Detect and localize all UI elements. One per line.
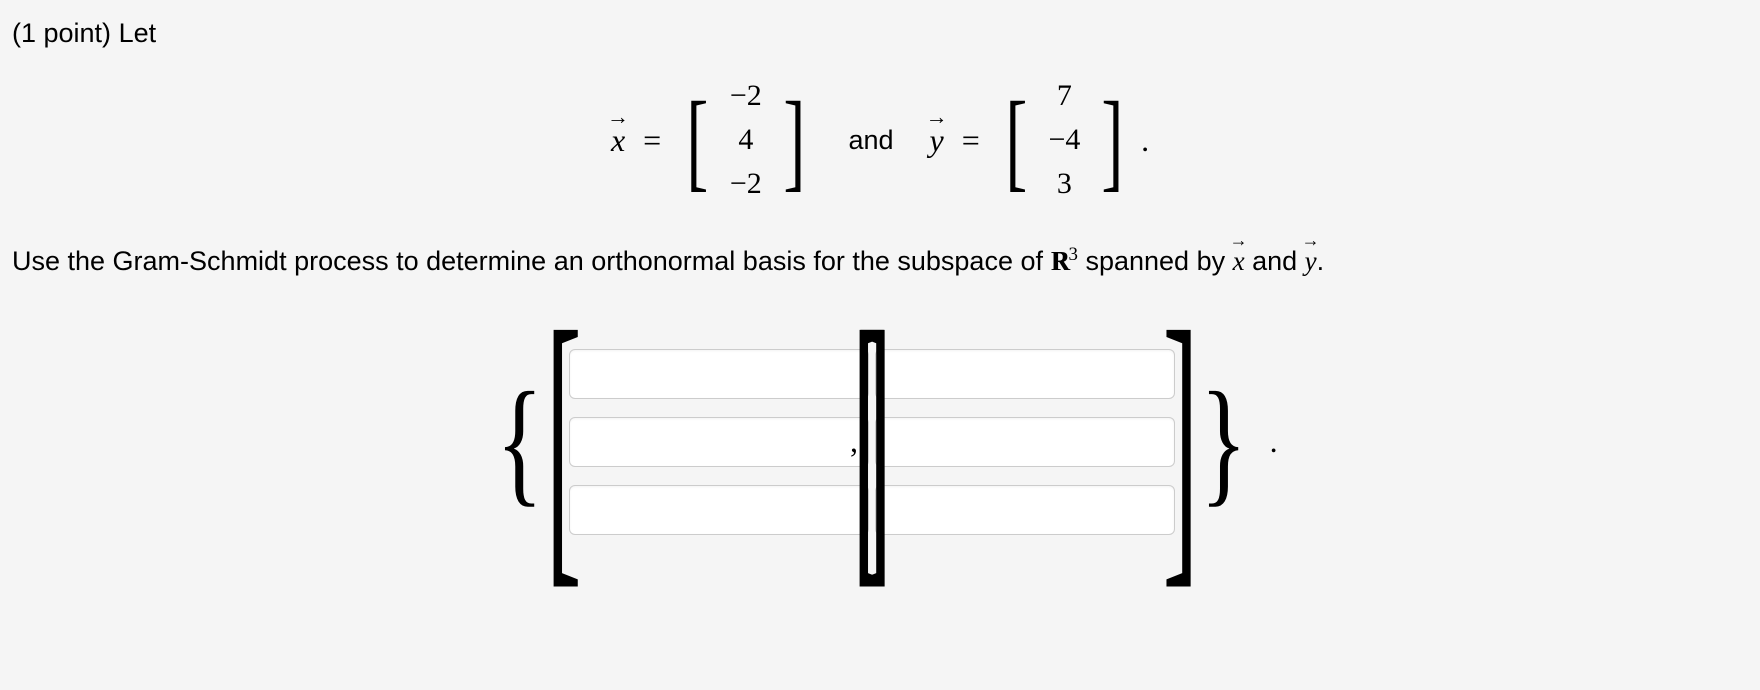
answer-vector-1 — [569, 339, 869, 545]
final-period: . — [1270, 423, 1278, 460]
left-bracket-icon: [ — [852, 322, 888, 562]
let-word: Let — [119, 18, 157, 48]
answer-v2-entry1[interactable] — [875, 349, 1175, 399]
answer-vector-2 — [875, 339, 1175, 545]
problem-page: (1 point) Let → x = [ −2 4 −2 ] and → y … — [0, 0, 1760, 580]
answer-v2-entry3[interactable] — [875, 485, 1175, 535]
arrow-icon: → — [1230, 227, 1248, 254]
instruction-pre: Use the Gram-Schmidt process to determin… — [12, 246, 1051, 276]
arrow-icon: → — [607, 104, 629, 130]
answer-area: { [ ] , [ ] } . — [12, 322, 1748, 562]
vec-y-ref: →y — [1305, 241, 1317, 282]
and-word: and — [848, 125, 893, 156]
answer-v1-entry2[interactable] — [569, 417, 869, 467]
answer-v1-entry1[interactable] — [569, 349, 869, 399]
vector-x-entries: −2 4 −2 — [726, 79, 766, 201]
equals-sign: = — [962, 122, 980, 159]
equals-sign: = — [643, 122, 661, 159]
right-brace-icon: } — [1198, 372, 1251, 512]
answer-v1-entry3[interactable] — [569, 485, 869, 535]
real-space: R3 — [1051, 246, 1078, 276]
answer-v2-entry2[interactable] — [875, 417, 1175, 467]
points-label: (1 point) — [12, 18, 119, 48]
left-bracket-icon: [ — [545, 322, 581, 562]
intro-line: (1 point) Let — [12, 18, 1748, 49]
vector-x-entry: −2 — [726, 167, 766, 201]
left-bracket-icon: [ — [1005, 95, 1027, 185]
left-brace-icon: { — [494, 372, 547, 512]
vec-x-ref: →x — [1233, 241, 1245, 282]
vector-y-entries: 7 −4 3 — [1044, 79, 1084, 201]
arrow-icon: → — [1302, 227, 1320, 254]
blackboard-r: R — [1051, 241, 1069, 282]
vector-x-entry: 4 — [726, 123, 766, 157]
vector-y-entry: 3 — [1044, 167, 1084, 201]
vector-x-label: → x — [611, 122, 625, 159]
arrow-icon: → — [926, 104, 948, 130]
left-bracket-icon: [ — [687, 95, 709, 185]
vector-y-entry: −4 — [1044, 123, 1084, 157]
vector-y-label: → y — [930, 122, 944, 159]
vector-definitions: → x = [ −2 4 −2 ] and → y = [ 7 −4 3 — [12, 79, 1748, 201]
right-bracket-icon: ] — [1163, 322, 1199, 562]
instruction-mid: spanned by — [1078, 246, 1233, 276]
right-bracket-icon: ] — [1102, 95, 1124, 185]
vector-x-entry: −2 — [726, 79, 766, 113]
period: . — [1141, 122, 1149, 159]
and-word2: and — [1245, 246, 1305, 276]
right-bracket-icon: ] — [783, 95, 805, 185]
vector-y-entry: 7 — [1044, 79, 1084, 113]
